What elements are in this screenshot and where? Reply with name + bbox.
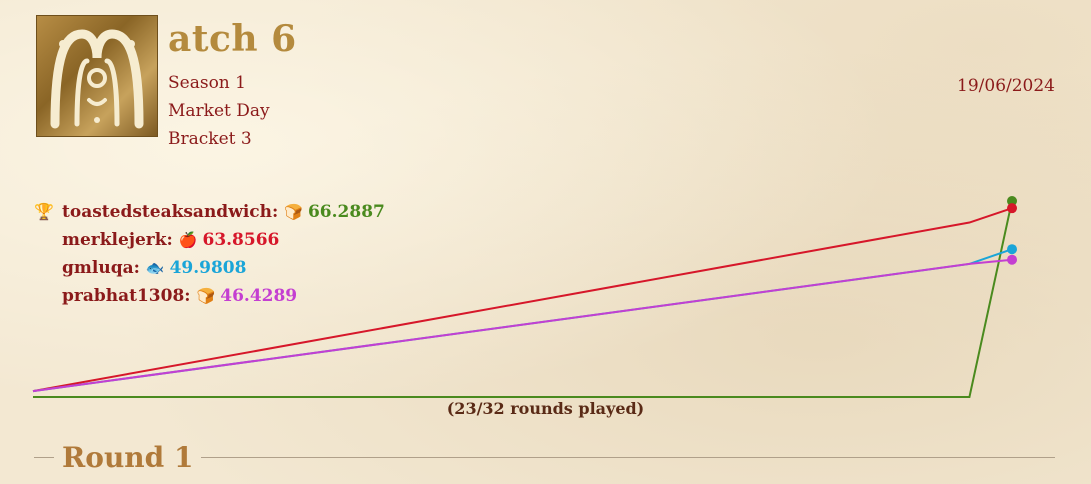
round-section-heading: Round 1 [34,440,1055,474]
match-title: atch 6 [168,18,297,60]
leaderboard: 🏆 toastedsteaksandwich: 🍞 66.2887 merkle… [34,198,385,310]
score-chart [32,195,1017,398]
series-endpoint-prabhat1308 [1007,254,1017,265]
player-score: 66.2887 [307,202,385,222]
player-name: prabhat1308: [62,286,191,306]
series-endpoint-merklejerk [1007,203,1017,214]
rounds-played-note: (23/32 rounds played) [446,399,645,418]
match-date: 19/06/2024 [957,76,1055,96]
event-label: Market Day [168,101,270,121]
series-endpoint-gmluqa [1007,244,1017,255]
leaderboard-row: prabhat1308: 🍞 46.4289 [34,282,385,310]
player-name: merklejerk: [62,230,173,250]
bread-icon: 🍞 [284,203,303,221]
leaderboard-row: gmluqa: 🐟 49.9808 [34,254,385,282]
player-name: toastedsteaksandwich: [62,202,279,222]
round-title: Round 1 [62,440,194,474]
leaderboard-row: merklejerk: 🍎 63.8566 [34,226,385,254]
player-score: 63.8566 [202,230,280,250]
player-score: 49.9808 [169,258,247,278]
series-line-merklejerk [32,207,1013,393]
dropcap-letter-m-icon [50,29,144,129]
dropcap-ornament [36,15,158,137]
series-endpoint-toastedsteaksandwich [1007,195,1017,206]
trophy-icon: 🏆 [34,202,54,221]
player-name: gmluqa: [62,258,140,278]
leaderboard-row: 🏆 toastedsteaksandwich: 🍞 66.2887 [34,198,385,226]
season-label: Season 1 [168,73,246,93]
bread-icon: 🍞 [196,287,216,305]
divider [201,456,1055,458]
divider [34,456,54,458]
series-line-toastedsteaksandwich [33,200,1013,398]
series-line-prabhat1308 [32,258,1013,393]
apple-icon: 🍎 [178,231,198,249]
player-score: 46.4289 [220,286,298,306]
bracket-label: Bracket 3 [168,129,252,149]
fish-icon: 🐟 [145,259,165,277]
